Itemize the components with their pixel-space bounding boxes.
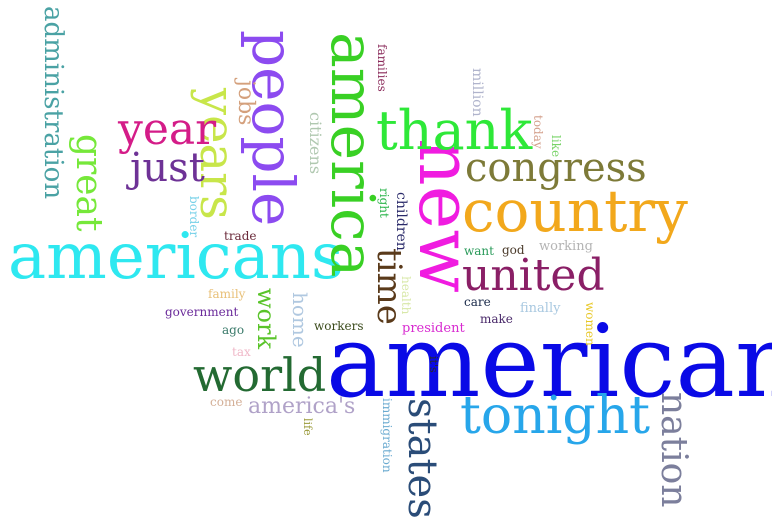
word-care: care: [464, 295, 491, 309]
word-year: year: [118, 104, 217, 155]
word-million: million: [469, 68, 485, 117]
word-health: health: [399, 276, 413, 315]
word-god: god: [502, 243, 525, 257]
word-great: great: [68, 134, 109, 232]
word-right: right: [377, 188, 391, 218]
word-it-s: it's: [427, 356, 440, 373]
word-children: children: [393, 192, 409, 251]
word-congress: congress: [465, 145, 647, 191]
word-new: new: [402, 138, 488, 293]
word-president: president: [402, 321, 465, 336]
word-work: work: [252, 288, 280, 350]
word-life: life: [301, 418, 314, 436]
word-family: family: [208, 287, 246, 301]
word-america: america: [317, 32, 387, 278]
word-tonight: tonight: [460, 386, 650, 446]
word-people: people: [239, 30, 307, 227]
word-today: today: [531, 115, 545, 149]
word-jobs: jobs: [233, 80, 258, 126]
word-want: want: [464, 244, 494, 258]
word-make: make: [480, 312, 513, 326]
word-trade: trade: [224, 229, 257, 243]
word-ago: ago: [222, 323, 245, 337]
word-american: american: [326, 303, 772, 420]
word-administration: administration: [38, 6, 68, 200]
word-like: like: [549, 135, 563, 158]
word-immigration: immigration: [380, 398, 394, 473]
word-home: home: [288, 292, 312, 348]
word-families: families: [375, 44, 389, 92]
word-workers: workers: [314, 319, 364, 333]
word-years: years: [189, 88, 245, 220]
word-government: government: [165, 305, 239, 319]
word-united: united: [462, 250, 605, 301]
word-working: working: [539, 239, 593, 254]
word-world: world: [193, 348, 327, 402]
word-america-s: america's: [248, 394, 356, 419]
word-border: border: [187, 196, 201, 238]
word-finally: finally: [520, 301, 561, 316]
word-thank: thank: [376, 99, 533, 162]
word-states: states: [399, 398, 445, 519]
word-come: come: [210, 395, 243, 409]
word-tax: tax: [232, 345, 251, 359]
word-women: women: [583, 302, 597, 346]
word-americans: americans: [8, 220, 344, 294]
word-time: time: [369, 248, 409, 325]
word-country: country: [462, 177, 688, 245]
word-citizens: citizens: [306, 112, 325, 175]
word-just: just: [130, 145, 205, 191]
word-nation: nation: [653, 392, 694, 508]
